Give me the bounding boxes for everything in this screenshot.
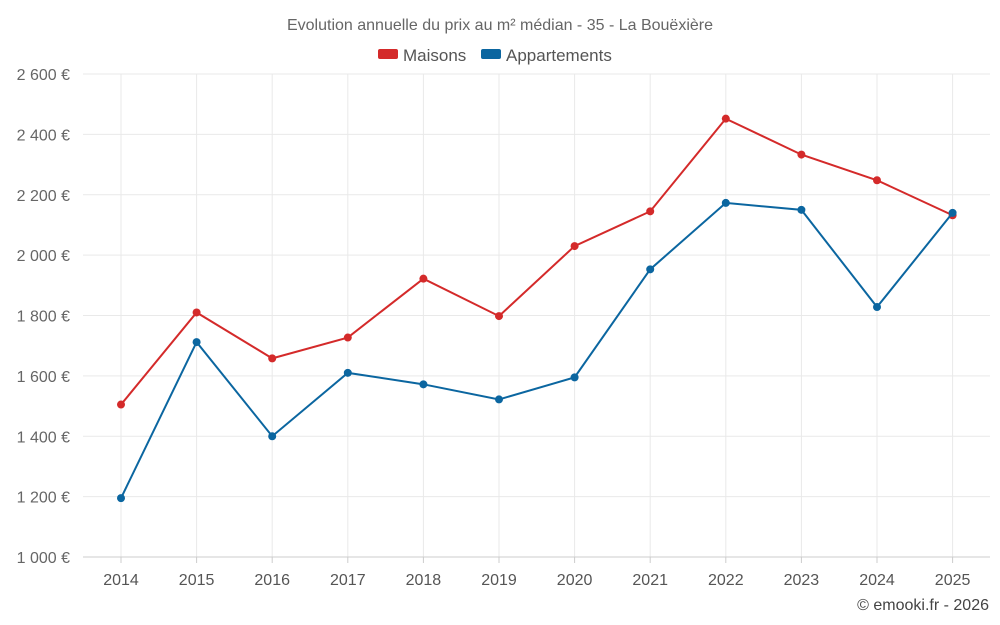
- y-tick-label: 2 200 €: [17, 188, 70, 205]
- credit-text: © emooki.fr - 2026: [857, 597, 989, 614]
- line-appartements: [120, 201, 954, 499]
- x-tick-label: 2025: [935, 572, 971, 589]
- y-tick-label: 2 400 €: [17, 127, 70, 144]
- y-tick-label: 1 400 €: [17, 429, 70, 446]
- point-appartements-2022[interactable]: [721, 198, 730, 207]
- point-maisons-2023[interactable]: [797, 150, 806, 159]
- y-tick-label: 2 000 €: [17, 248, 70, 265]
- point-maisons-2022[interactable]: [721, 114, 730, 123]
- legend-swatch-appartements: [481, 49, 501, 59]
- y-tick-label: 1 200 €: [17, 490, 70, 507]
- point-appartements-2014[interactable]: [117, 494, 125, 503]
- chart-title: Evolution annuelle du prix au m² médian …: [287, 17, 713, 34]
- series-appartements: [117, 198, 957, 503]
- x-tick-label: 2022: [708, 572, 744, 589]
- x-tick-label: 2020: [557, 572, 593, 589]
- point-appartements-2021[interactable]: [646, 265, 655, 274]
- legend-swatch-maisons: [378, 49, 398, 59]
- x-axis-ticks: 2014 2015 2016 2017 2018 2019 2020 2021 2022 2023…: [103, 557, 970, 589]
- y-tick-label: 2 600 €: [17, 67, 70, 84]
- point-maisons-2017[interactable]: [343, 333, 352, 342]
- x-tick-label: 2017: [330, 572, 366, 589]
- x-tick-label: 2024: [859, 572, 895, 589]
- y-gridlines: [83, 73, 990, 498]
- point-maisons-2020[interactable]: [570, 242, 579, 251]
- x-tick-label: 2019: [481, 572, 517, 589]
- y-axis-ticks: 1 000 € 1 200 € 1 400 € 1 600 € 1 800 € 2 000…: [17, 67, 70, 567]
- x-tick-label: 2016: [254, 572, 290, 589]
- point-appartements-2015[interactable]: [192, 338, 201, 347]
- x-tick-label: 2015: [179, 572, 215, 589]
- y-tick-label: 1 800 €: [17, 309, 70, 326]
- x-tick-label: 2021: [632, 572, 668, 589]
- series-lines: [117, 114, 957, 503]
- legend-item-appartements[interactable]: Appartements: [481, 46, 612, 65]
- series-maisons: [117, 114, 957, 409]
- point-appartements-2024[interactable]: [873, 303, 881, 312]
- point-maisons-2016[interactable]: [268, 354, 277, 363]
- point-appartements-2017[interactable]: [343, 368, 352, 377]
- point-appartements-2020[interactable]: [570, 373, 579, 382]
- point-maisons-2021[interactable]: [646, 207, 655, 216]
- legend: Maisons Appartements: [378, 46, 612, 65]
- x-tick-label: 2023: [784, 572, 820, 589]
- legend-item-maisons[interactable]: Maisons: [378, 46, 466, 65]
- legend-label-appartements: Appartements: [506, 46, 612, 65]
- point-appartements-2023[interactable]: [797, 205, 806, 214]
- y-tick-label: 1 600 €: [17, 369, 70, 386]
- line-maisons: [120, 117, 954, 406]
- point-appartements-2016[interactable]: [268, 432, 277, 441]
- legend-label-maisons: Maisons: [403, 46, 466, 65]
- point-appartements-2019[interactable]: [495, 395, 503, 404]
- point-maisons-2019[interactable]: [495, 312, 503, 321]
- x-tick-label: 2014: [103, 572, 139, 589]
- point-maisons-2018[interactable]: [419, 274, 428, 283]
- point-appartements-2018[interactable]: [419, 380, 428, 389]
- y-tick-label: 1 000 €: [17, 550, 70, 567]
- point-maisons-2014[interactable]: [117, 400, 125, 409]
- x-tick-label: 2018: [406, 572, 442, 589]
- point-appartements-2025[interactable]: [948, 208, 957, 217]
- point-maisons-2024[interactable]: [873, 176, 881, 185]
- point-maisons-2015[interactable]: [192, 308, 201, 317]
